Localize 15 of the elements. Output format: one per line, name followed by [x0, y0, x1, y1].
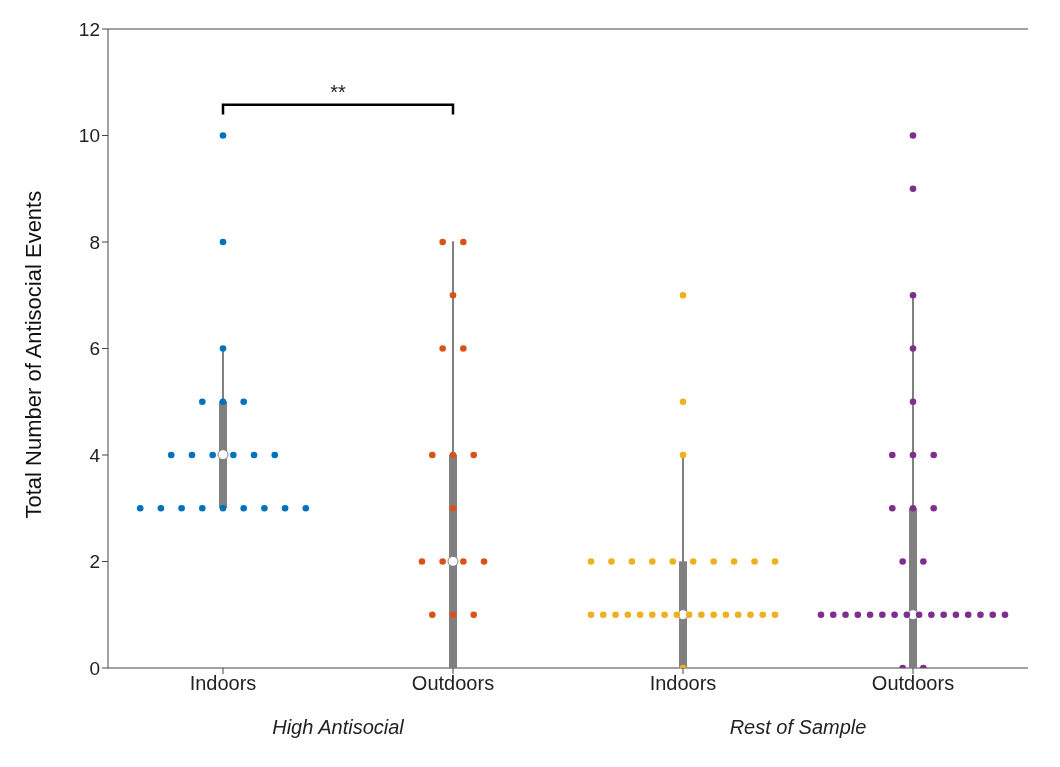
- y-tick-label: 4: [89, 444, 101, 466]
- x-axis-title: Rest of Sample: [728, 716, 868, 739]
- y-tick-label: 0: [89, 657, 100, 679]
- y-tick-label: 10: [78, 125, 100, 147]
- x-axis-title: High Antisocial: [271, 716, 405, 739]
- x-tick-label: Outdoors: [411, 672, 495, 695]
- y-tick-label: 12: [78, 18, 100, 40]
- y-axis-title: Total Number of Antisocial Events: [20, 190, 46, 519]
- y-tick-label: 6: [89, 338, 100, 360]
- x-tick-label: Outdoors: [871, 672, 955, 695]
- annotation: **: [330, 80, 346, 103]
- y-tick-label: 2: [89, 551, 100, 573]
- x-tick-label: Indoors: [189, 672, 257, 695]
- y-tick-label: 8: [89, 231, 100, 253]
- x-tick-label: Indoors: [649, 672, 717, 695]
